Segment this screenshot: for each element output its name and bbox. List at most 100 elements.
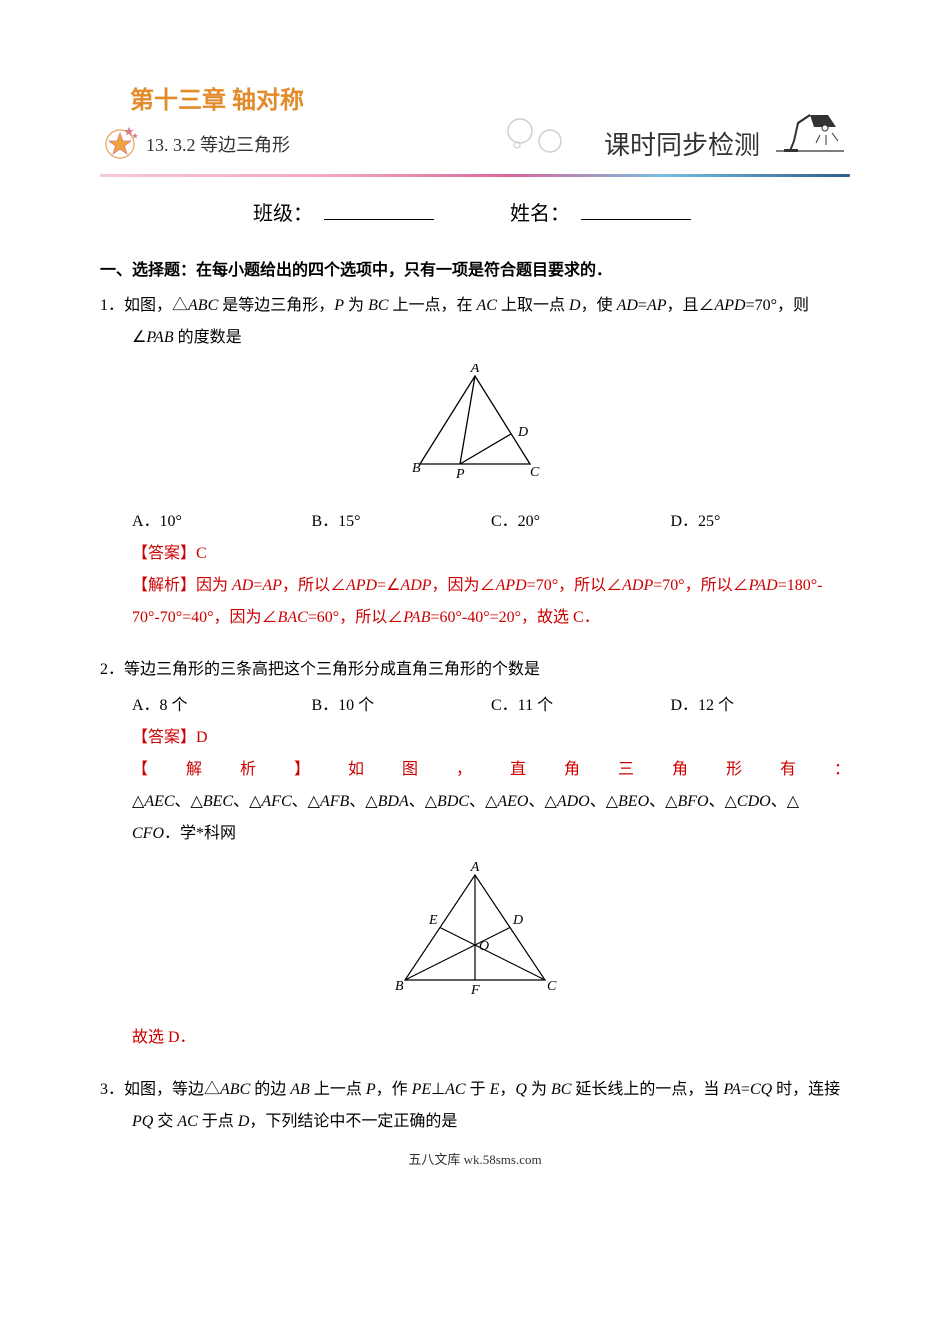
svg-text:A: A (470, 364, 480, 376)
q1-anad: AD (232, 577, 253, 594)
q3-t10: 时，连接 (772, 1081, 840, 1098)
q3-bc: BC (551, 1081, 571, 1098)
name-label: 姓名： (510, 203, 570, 225)
q1-a10: =60°-40°=20°，故选 C． (430, 609, 599, 626)
q1-optB: B．15° (312, 506, 492, 538)
q2-ac: 】 (294, 761, 327, 778)
question-1: 1．如图，△ABC 是等边三角形，P 为 BC 上一点，在 AC 上取一点 D，… (100, 290, 850, 634)
q1-analysis: 【解析】因为 AD=AP，所以∠APD=∠ADP，因为∠APD=70°，所以∠A… (100, 570, 850, 634)
svg-text:B: B (412, 461, 421, 476)
q1-l2b: 的度数是 (174, 329, 242, 346)
q3-ac: AC (445, 1081, 465, 1098)
q1-d: D (569, 297, 581, 314)
svg-text:P: P (455, 467, 465, 482)
q3-t6: 于 (466, 1081, 490, 1098)
header: 第十三章 轴对称 13. 3.2 等边三角形 课时同步检测 (100, 80, 850, 166)
class-blank (324, 219, 434, 220)
name-blank (581, 219, 691, 220)
q1-l2a: ∠ (132, 329, 146, 346)
svg-text:O: O (479, 939, 489, 954)
q2-answer: 【答案】D (100, 722, 850, 754)
svg-text:C: C (530, 465, 540, 480)
q1-t2: 是等边三角形， (218, 297, 334, 314)
q1-ac: AC (477, 297, 497, 314)
q3-l2b: 交 (153, 1113, 177, 1130)
q1-abc: ABC (188, 297, 218, 314)
q1-pab: PAB (146, 329, 173, 346)
q2-figure: A B C E D F O (100, 860, 850, 1012)
q1-t1: 如图，△ (124, 297, 188, 314)
q1-ad: AD (617, 297, 638, 314)
q2-m6: 三 (618, 761, 651, 778)
q1-a8: 70°-70°=40°，因为∠ (132, 609, 278, 626)
q1-optD: D．25° (671, 506, 851, 538)
q3-l2c: AC (177, 1113, 197, 1130)
svg-text:E: E (428, 913, 438, 928)
q3-num: 3． (100, 1081, 124, 1098)
q1-figure: A B C D P (100, 364, 850, 496)
q2-text: 等边三角形的三条高把这个三角形分成直角三角形的个数是 (124, 661, 540, 678)
q3-t4: ，作 (376, 1081, 412, 1098)
q3-abc: ABC (220, 1081, 250, 1098)
q3-pa: PA (723, 1081, 740, 1098)
q1-anap: AP (262, 577, 282, 594)
q1-apd: APD (715, 297, 746, 314)
q1-answer-label: 【答案】 (132, 545, 196, 562)
q1-p: P (334, 297, 344, 314)
q3-body: 3．如图，等边△ABC 的边 AB 上一点 P，作 PE⊥AC 于 E，Q 为 … (100, 1074, 850, 1106)
q1-t4: 上一点，在 (389, 297, 477, 314)
question-3: 3．如图，等边△ABC 的边 AB 上一点 P，作 PE⊥AC 于 E，Q 为 … (100, 1074, 850, 1138)
q3-pe: PE (412, 1081, 432, 1098)
q2-suffix: ．学*科网 (164, 825, 236, 842)
svg-text:D: D (512, 913, 523, 928)
q1-a3: =∠ (377, 577, 400, 594)
section-row: 13. 3.2 等边三角形 (100, 121, 304, 166)
q2-m5: 角 (564, 761, 597, 778)
q1-anpab: PAB (403, 609, 430, 626)
q1-anapd: APD (346, 577, 377, 594)
q1-a6: =70°，所以∠ (653, 577, 748, 594)
q1-ap: AP (647, 297, 667, 314)
q3-t1: 如图，等边△ (124, 1081, 220, 1098)
q2-triangles: △AEC、△BEC、△AFC、△AFB、△BDA、△BDC、△AEO、△ADO、… (100, 786, 850, 850)
header-left: 第十三章 轴对称 13. 3.2 等边三角形 (100, 80, 304, 166)
svg-text:C: C (547, 979, 557, 994)
q1-optA: A．10° (132, 506, 312, 538)
q1-a9: =60°，所以∠ (308, 609, 403, 626)
q2-m4: 直 (510, 761, 543, 778)
svg-text:B: B (395, 979, 404, 994)
q1-t5: 上取一点 (497, 297, 569, 314)
q1-body: 1．如图，△ABC 是等边三角形，P 为 BC 上一点，在 AC 上取一点 D，… (100, 290, 850, 322)
q2-body: 2．等边三角形的三条高把这个三角形分成直角三角形的个数是 (100, 654, 850, 686)
q3-p: P (366, 1081, 376, 1098)
q3-t9: 延长线上的一点，当 (571, 1081, 723, 1098)
divider-gradient (100, 174, 850, 177)
q2-m3: ， (456, 761, 489, 778)
q1-anadp: ADP (400, 577, 431, 594)
q3-line2: PQ 交 AC 于点 D，下列结论中不一定正确的是 (100, 1106, 850, 1138)
q1-optC: C．20° (491, 506, 671, 538)
q2-optB: B．10 个 (312, 690, 492, 722)
q3-t3: 上一点 (310, 1081, 366, 1098)
q2-m1: 如 (348, 761, 381, 778)
q3-cq: CQ (750, 1081, 772, 1098)
q2-optD: D．12 个 (671, 690, 851, 722)
q1-t6: ，使 (581, 297, 617, 314)
q2-optA: A．8 个 (132, 690, 312, 722)
svg-text:F: F (470, 983, 480, 998)
q1-a4: ，因为∠ (432, 577, 496, 594)
class-name-row: 班级： 姓名： (100, 197, 850, 226)
q2-aw2: 析 (240, 761, 273, 778)
q3-t7: ， (499, 1081, 515, 1098)
q1-a2: ，所以∠ (282, 577, 346, 594)
q2-m7: 角 (672, 761, 705, 778)
q1-anadp2: ADP (622, 577, 653, 594)
chapter-title: 第十三章 轴对称 (130, 80, 304, 115)
q3-eq: = (741, 1081, 750, 1098)
q3-ab: AB (290, 1081, 310, 1098)
q2-optC: C．11 个 (491, 690, 671, 722)
q1-options: A．10° B．15° C．20° D．25° (100, 506, 850, 538)
q1-anpad: PAD (749, 577, 778, 594)
q3-t2: 的边 (250, 1081, 290, 1098)
q2-m8: 形 (726, 761, 759, 778)
